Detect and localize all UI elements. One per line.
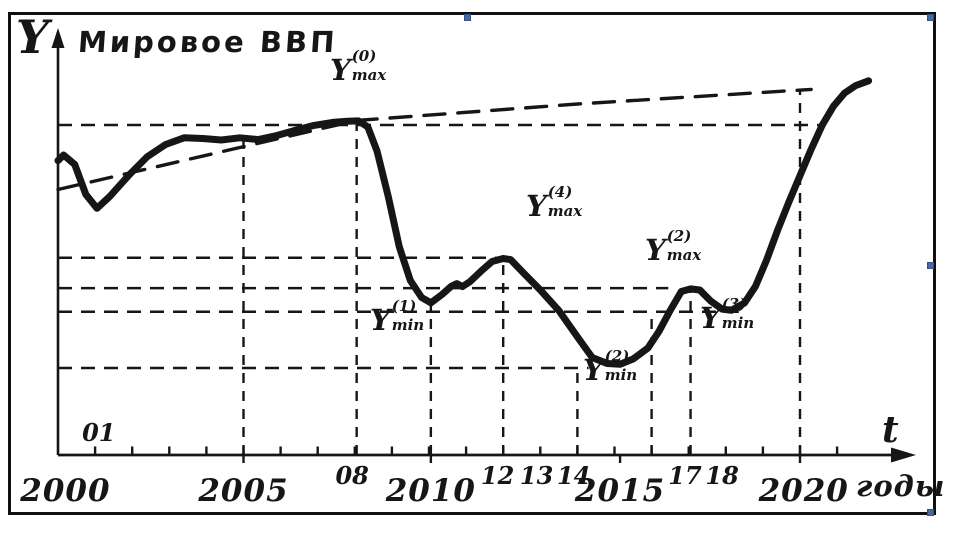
y-axis-arrowhead [51, 28, 65, 48]
x-tick-label-17: 17 [668, 461, 702, 490]
x-tick-label-14: 14 [556, 461, 591, 490]
extremum-base: Y [645, 233, 666, 267]
y-axis-label: Y [16, 10, 49, 64]
x-tick-label-08: 08 [335, 461, 369, 490]
extremum-superscript: (0) [351, 47, 377, 65]
x-tick-label-2020: 2020 [758, 473, 849, 509]
chart-title: Мировое ВВП [76, 25, 339, 59]
extremum-superscript: (3) [721, 295, 747, 313]
extremum-subscript: max [547, 202, 583, 220]
extremum-label-max-(2): Y (2) max [645, 229, 701, 270]
x-tick-label-2000: 2000 [20, 473, 111, 509]
extremum-base: Y [370, 303, 391, 337]
x-axis-arrowhead [891, 447, 916, 463]
extremum-label-min-(1): Y (1) min [370, 299, 424, 340]
extremum-label-max-(4): Y (4) max [526, 185, 582, 226]
extremum-scripts: (4) max [548, 185, 583, 219]
extremum-label-min-(2): Y (2) min [583, 349, 637, 390]
extremum-superscript: (4) [547, 183, 573, 201]
extremum-subscript: min [391, 316, 425, 334]
extremum-scripts: (1) min [392, 299, 424, 333]
extremum-subscript: min [721, 314, 755, 332]
extremum-base: Y [526, 189, 547, 223]
chart-image-frame [8, 12, 936, 515]
extremum-scripts: (0) max [352, 49, 387, 83]
selection-handle-top-middle[interactable] [464, 14, 471, 21]
x-tick-label-2005: 2005 [198, 473, 289, 509]
extremum-scripts: (2) max [667, 229, 702, 263]
x-tick-label-01: 01 [82, 418, 116, 447]
extremum-superscript: (2) [604, 347, 630, 365]
extremum-label-max-(0): Y (0) max [330, 49, 386, 90]
extremum-base: Y [700, 301, 721, 335]
extremum-label-min-(3): Y (3) min [700, 297, 754, 338]
x-tick-label-2010: 2010 [385, 473, 476, 509]
extremum-subscript: max [351, 66, 387, 84]
x-axis-unit-label: годы [856, 469, 946, 503]
selection-handle-top-right[interactable] [927, 14, 934, 21]
x-axis-label: t [882, 409, 899, 451]
selection-handle-right-middle[interactable] [927, 262, 934, 269]
trend-dashed-line [56, 87, 813, 192]
gdp-curve [54, 77, 873, 368]
extremum-base: Y [330, 53, 351, 87]
extremum-base: Y [583, 353, 604, 387]
extremum-subscript: min [604, 366, 638, 384]
extremum-superscript: (2) [666, 227, 692, 245]
x-tick-label-12: 12 [480, 461, 515, 490]
extremum-subscript: max [666, 246, 702, 264]
x-tick-label-13: 13 [519, 461, 554, 490]
extremum-superscript: (1) [391, 297, 417, 315]
extremum-scripts: (3) min [722, 297, 754, 331]
extremum-scripts: (2) min [605, 349, 637, 383]
x-tick-label-2015: 2015 [574, 473, 666, 509]
selection-handle-bottom-right[interactable] [927, 509, 934, 516]
x-tick-label-18: 18 [705, 461, 739, 490]
